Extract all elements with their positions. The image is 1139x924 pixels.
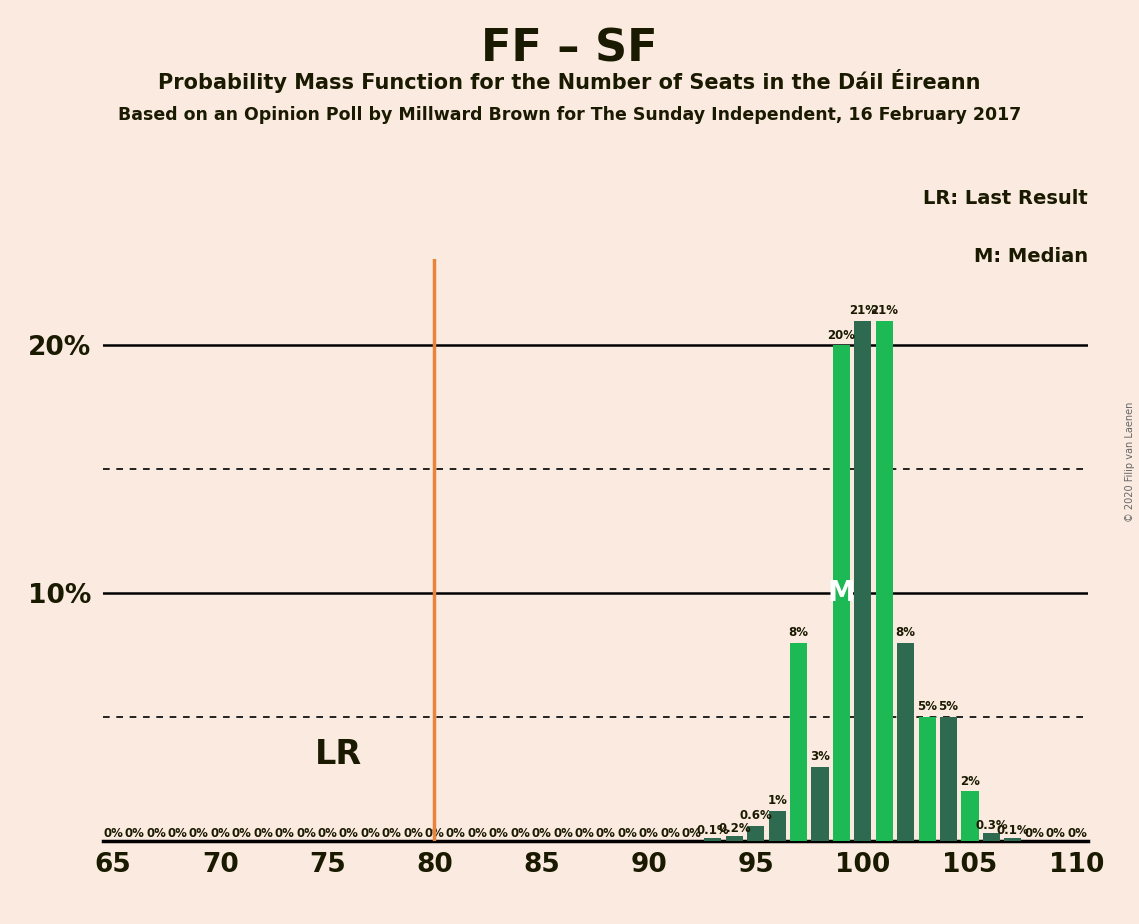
- Text: 20%: 20%: [827, 329, 855, 342]
- Text: Probability Mass Function for the Number of Seats in the Dáil Éireann: Probability Mass Function for the Number…: [158, 69, 981, 93]
- Bar: [747, 826, 764, 841]
- Text: 0%: 0%: [446, 827, 466, 840]
- Bar: [704, 838, 721, 841]
- Text: 0%: 0%: [596, 827, 616, 840]
- Text: 0%: 0%: [339, 827, 359, 840]
- Text: 0%: 0%: [639, 827, 658, 840]
- Bar: [769, 811, 786, 841]
- Bar: [1005, 838, 1022, 841]
- Text: 0%: 0%: [574, 827, 595, 840]
- Text: 5%: 5%: [917, 700, 937, 713]
- Bar: [854, 321, 871, 841]
- Bar: [898, 643, 915, 841]
- Text: 0%: 0%: [253, 827, 273, 840]
- Text: 0%: 0%: [467, 827, 487, 840]
- Text: 8%: 8%: [895, 626, 916, 639]
- Text: M: M: [828, 579, 855, 607]
- Text: © 2020 Filip van Laenen: © 2020 Filip van Laenen: [1125, 402, 1134, 522]
- Bar: [918, 717, 935, 841]
- Bar: [940, 717, 957, 841]
- Text: 0%: 0%: [510, 827, 530, 840]
- Text: 0%: 0%: [189, 827, 208, 840]
- Bar: [961, 791, 978, 841]
- Text: 0.2%: 0.2%: [718, 821, 751, 834]
- Text: 0%: 0%: [617, 827, 637, 840]
- Text: Based on an Opinion Poll by Millward Brown for The Sunday Independent, 16 Februa: Based on an Opinion Poll by Millward Bro…: [117, 106, 1022, 124]
- Bar: [790, 643, 808, 841]
- Text: 0%: 0%: [274, 827, 295, 840]
- Text: 3%: 3%: [810, 749, 830, 763]
- Text: 0.6%: 0.6%: [739, 809, 772, 822]
- Text: 8%: 8%: [788, 626, 809, 639]
- Bar: [833, 346, 850, 841]
- Text: 0%: 0%: [661, 827, 680, 840]
- Text: 0%: 0%: [232, 827, 252, 840]
- Text: 0%: 0%: [104, 827, 123, 840]
- Text: 5%: 5%: [939, 700, 959, 713]
- Text: 0.1%: 0.1%: [997, 824, 1030, 837]
- Text: 0%: 0%: [1024, 827, 1044, 840]
- Text: 0.1%: 0.1%: [697, 824, 729, 837]
- Text: 0%: 0%: [124, 827, 145, 840]
- Text: 0%: 0%: [425, 827, 444, 840]
- Text: 0%: 0%: [489, 827, 509, 840]
- Text: 0%: 0%: [146, 827, 166, 840]
- Bar: [811, 767, 828, 841]
- Text: 0%: 0%: [360, 827, 380, 840]
- Text: 0.3%: 0.3%: [975, 820, 1008, 833]
- Text: 21%: 21%: [849, 304, 877, 317]
- Text: 2%: 2%: [960, 774, 980, 787]
- Text: 0%: 0%: [681, 827, 702, 840]
- Text: 0%: 0%: [1067, 827, 1087, 840]
- Text: 0%: 0%: [167, 827, 188, 840]
- Text: 1%: 1%: [768, 795, 787, 808]
- Text: LR: Last Result: LR: Last Result: [923, 188, 1088, 208]
- Text: 0%: 0%: [211, 827, 230, 840]
- Text: 0%: 0%: [403, 827, 423, 840]
- Text: M: Median: M: Median: [974, 247, 1088, 266]
- Text: 0%: 0%: [1046, 827, 1066, 840]
- Text: 0%: 0%: [318, 827, 337, 840]
- Text: 0%: 0%: [532, 827, 551, 840]
- Text: FF – SF: FF – SF: [482, 28, 657, 71]
- Bar: [983, 833, 1000, 841]
- Text: LR: LR: [314, 737, 362, 771]
- Text: 21%: 21%: [870, 304, 899, 317]
- Text: 0%: 0%: [382, 827, 402, 840]
- Bar: [726, 836, 743, 841]
- Text: 0%: 0%: [554, 827, 573, 840]
- Bar: [876, 321, 893, 841]
- Text: 0%: 0%: [296, 827, 316, 840]
